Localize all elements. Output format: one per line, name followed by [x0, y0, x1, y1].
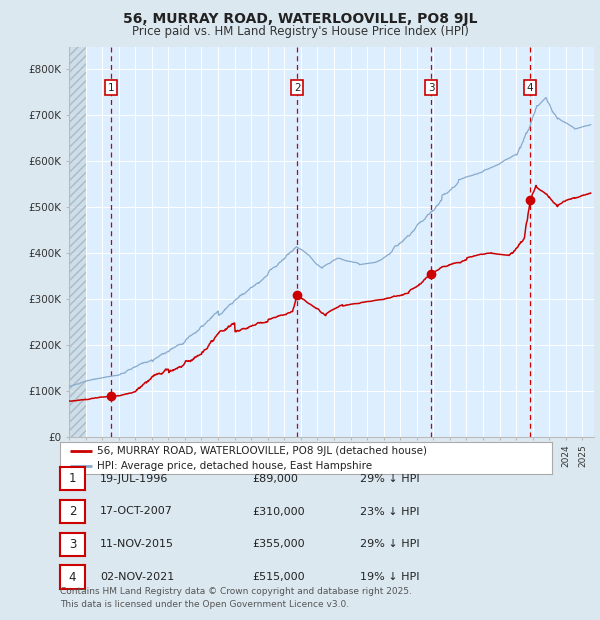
- Text: Contains HM Land Registry data © Crown copyright and database right 2025.
This d: Contains HM Land Registry data © Crown c…: [60, 587, 412, 609]
- Text: 1: 1: [69, 472, 76, 485]
- Text: 3: 3: [69, 538, 76, 551]
- Text: 29% ↓ HPI: 29% ↓ HPI: [360, 474, 419, 484]
- Text: 2: 2: [294, 82, 301, 92]
- Text: 2: 2: [69, 505, 76, 518]
- Text: 02-NOV-2021: 02-NOV-2021: [100, 572, 175, 582]
- Text: 19-JUL-1996: 19-JUL-1996: [100, 474, 169, 484]
- Text: £515,000: £515,000: [252, 572, 305, 582]
- Text: 3: 3: [428, 82, 434, 92]
- Text: 11-NOV-2015: 11-NOV-2015: [100, 539, 174, 549]
- Text: 29% ↓ HPI: 29% ↓ HPI: [360, 539, 419, 549]
- Bar: [69, 46, 86, 437]
- Text: HPI: Average price, detached house, East Hampshire: HPI: Average price, detached house, East…: [97, 461, 372, 471]
- Text: £310,000: £310,000: [252, 507, 305, 516]
- Text: 56, MURRAY ROAD, WATERLOOVILLE, PO8 9JL (detached house): 56, MURRAY ROAD, WATERLOOVILLE, PO8 9JL …: [97, 446, 427, 456]
- Text: 4: 4: [69, 571, 76, 583]
- Text: £355,000: £355,000: [252, 539, 305, 549]
- Text: £89,000: £89,000: [252, 474, 298, 484]
- Text: 17-OCT-2007: 17-OCT-2007: [100, 507, 173, 516]
- Text: 19% ↓ HPI: 19% ↓ HPI: [360, 572, 419, 582]
- Text: 1: 1: [108, 82, 115, 92]
- Text: 4: 4: [527, 82, 533, 92]
- Text: 56, MURRAY ROAD, WATERLOOVILLE, PO8 9JL: 56, MURRAY ROAD, WATERLOOVILLE, PO8 9JL: [123, 12, 477, 27]
- Text: Price paid vs. HM Land Registry's House Price Index (HPI): Price paid vs. HM Land Registry's House …: [131, 25, 469, 38]
- Text: 23% ↓ HPI: 23% ↓ HPI: [360, 507, 419, 516]
